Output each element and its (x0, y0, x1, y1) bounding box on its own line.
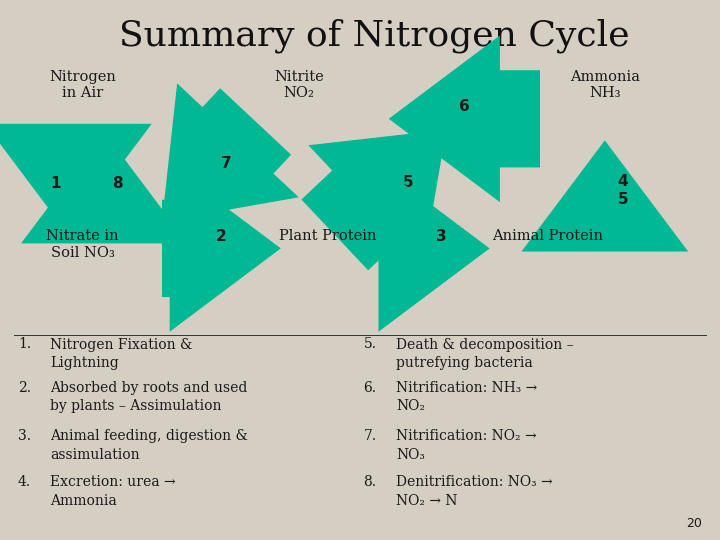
Text: Nitrification: NH₃ →
NO₂: Nitrification: NH₃ → NO₂ (396, 381, 537, 413)
Text: 6: 6 (459, 99, 469, 114)
Text: 3.: 3. (18, 429, 31, 443)
Text: Animal Protein: Animal Protein (492, 230, 603, 244)
Text: 2.: 2. (18, 381, 31, 395)
Text: 1.: 1. (18, 338, 31, 352)
Text: Animal feeding, digestion &
assimulation: Animal feeding, digestion & assimulation (50, 429, 248, 462)
Text: 5: 5 (403, 175, 414, 190)
Text: Nitrate in
Soil NO₃: Nitrate in Soil NO₃ (47, 230, 119, 260)
Text: Death & decomposition –
putrefying bacteria: Death & decomposition – putrefying bacte… (396, 338, 574, 370)
Text: 6.: 6. (364, 381, 377, 395)
Text: Summary of Nitrogen Cycle: Summary of Nitrogen Cycle (119, 19, 630, 53)
Text: 4
5: 4 5 (618, 174, 628, 206)
Text: 1: 1 (50, 176, 60, 191)
Text: 7: 7 (222, 156, 232, 171)
Text: Nitrogen Fixation &
Lightning: Nitrogen Fixation & Lightning (50, 338, 193, 370)
Text: Denitrification: NO₃ →
NO₂ → N: Denitrification: NO₃ → NO₂ → N (396, 475, 553, 508)
Text: Excretion: urea →
Ammonia: Excretion: urea → Ammonia (50, 475, 176, 508)
Text: Plant Protein: Plant Protein (279, 230, 377, 244)
Text: Absorbed by roots and used
by plants – Assimulation: Absorbed by roots and used by plants – A… (50, 381, 248, 413)
Text: 8.: 8. (364, 475, 377, 489)
Text: Nitrite
NO₂: Nitrite NO₂ (274, 70, 324, 100)
Text: 3: 3 (436, 229, 446, 244)
Text: 7.: 7. (364, 429, 377, 443)
Text: 2: 2 (216, 229, 227, 244)
Text: 8: 8 (112, 176, 122, 191)
Text: Nitrification: NO₂ →
NO₃: Nitrification: NO₂ → NO₃ (396, 429, 536, 462)
Text: 5.: 5. (364, 338, 377, 352)
Text: Ammonia
NH₃: Ammonia NH₃ (570, 70, 640, 100)
Text: 20: 20 (686, 517, 702, 530)
Text: Nitrogen
in Air: Nitrogen in Air (50, 70, 116, 100)
Text: 4.: 4. (18, 475, 31, 489)
